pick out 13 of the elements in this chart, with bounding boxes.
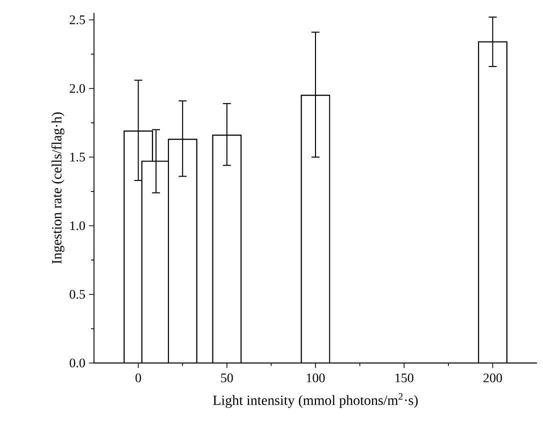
y-axis-title: Ingestion rate (cells/flag·h)	[51, 112, 64, 264]
x-tick-label: 200	[484, 374, 502, 382]
x-tick-label: 50	[221, 374, 233, 382]
x-tick-label: 100	[306, 374, 325, 382]
y-tick-label: 0.5	[70, 290, 85, 299]
y-tick-label: 2.5	[70, 15, 85, 24]
y-tick-label: 2.0	[70, 84, 85, 93]
y-tick-label: 1.0	[70, 221, 85, 230]
x-tick-label: 150	[395, 374, 414, 382]
y-tick-label: 1.5	[70, 152, 85, 162]
x-axis-title: Light intensity (mmol photons/m$^{2}$·s)	[213, 393, 418, 408]
y-tick-label: 0.0	[70, 358, 85, 368]
x-tick-label: 0	[136, 374, 142, 382]
